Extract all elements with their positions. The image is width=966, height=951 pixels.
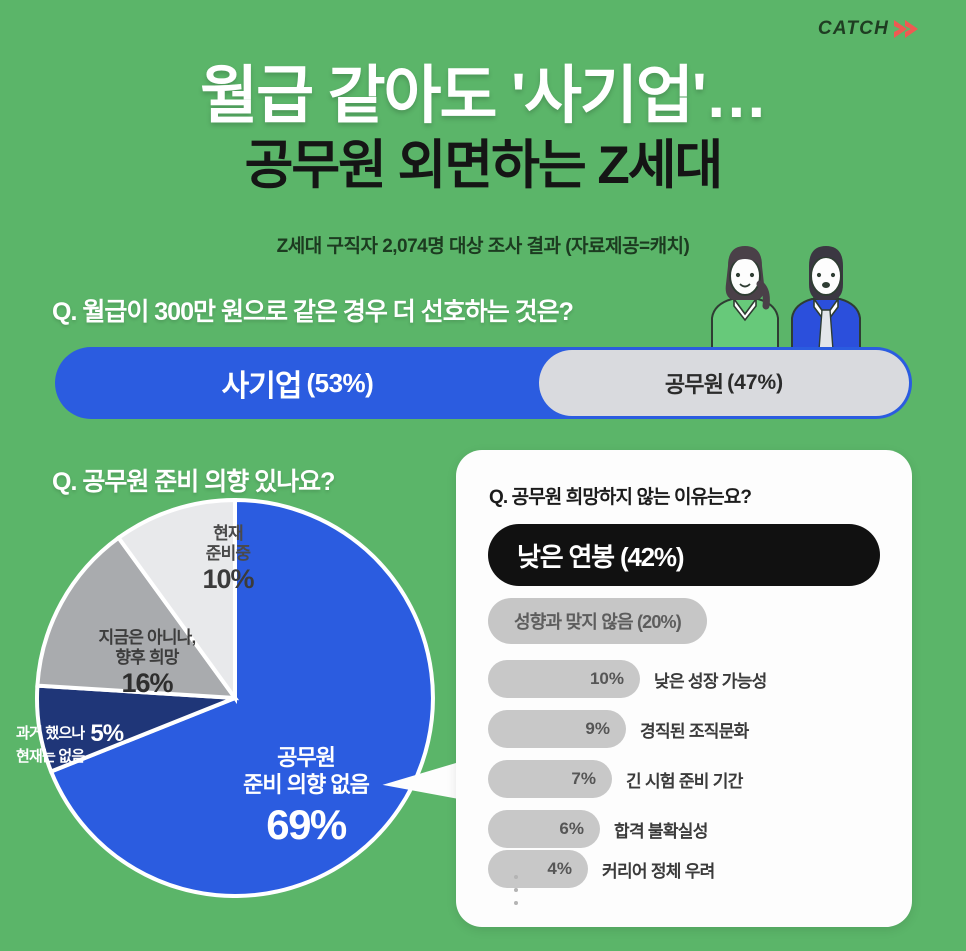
reason-item-1-text: 낮은 연봉 (42%) bbox=[517, 537, 685, 574]
reason-item-7-label: 커리어 정체 우려 bbox=[602, 861, 715, 881]
reasons-card: Q. 공무원 희망하지 않는 이유는요? 낮은 연봉 (42%) 성향과 맞지 … bbox=[456, 450, 912, 927]
reason-item-4-percent: 9% bbox=[585, 719, 610, 738]
bar-segment-private-label: 사기업 bbox=[221, 370, 303, 403]
question-1-text: Q. 월급이 300만 원으로 같은 경우 더 선호하는 것은? bbox=[52, 298, 574, 326]
headline-line-1: 월급 같아도 '사기업'… bbox=[200, 61, 768, 131]
reason-item-1-label: 낮은 연봉 bbox=[517, 541, 615, 572]
reason-item-4-label: 경직된 조직문화 bbox=[640, 721, 749, 741]
reason-item-5-label: 긴 시험 준비 기간 bbox=[626, 771, 743, 791]
reason-item-7-pill: 4% bbox=[488, 850, 588, 888]
pie-slice-preparing-now bbox=[115, 498, 237, 705]
reason-item-3: 10% 낮은 성장 가능성 bbox=[488, 660, 767, 698]
reason-item-2-text: 성향과 맞지 않음 (20%) bbox=[514, 608, 682, 634]
intention-pie-chart bbox=[35, 498, 435, 898]
bar-segment-public-label: 공무원 bbox=[664, 372, 724, 397]
question-3-text: Q. 공무원 희망하지 않는 이유는요? bbox=[489, 487, 752, 508]
bar-segment-public: 공무원 (47%) bbox=[539, 350, 909, 416]
reason-item-2: 성향과 맞지 않음 (20%) bbox=[488, 598, 707, 644]
woman-green-blazer bbox=[711, 246, 779, 350]
reason-item-6-pill: 6% bbox=[488, 810, 600, 848]
bar-segment-private: 사기업 (53%) bbox=[55, 347, 540, 419]
pie-slice-no-intention bbox=[48, 498, 435, 898]
reason-item-3-percent: 10% bbox=[589, 669, 624, 688]
play-arrow-icon bbox=[894, 20, 918, 38]
headline-line-2: 공무원 외면하는 Z세대 bbox=[244, 136, 724, 196]
reason-item-1-percent: (42%) bbox=[619, 541, 685, 572]
reason-item-2-percent: (20%) bbox=[636, 612, 682, 632]
catch-logo[interactable]: CATCH bbox=[818, 18, 918, 40]
reason-item-3-pill: 10% bbox=[488, 660, 640, 698]
reason-item-5-percent: 7% bbox=[571, 769, 596, 788]
man-blue-suit-tie bbox=[791, 246, 861, 350]
reason-item-4-pill: 9% bbox=[488, 710, 626, 748]
reason-item-1: 낮은 연봉 (42%) bbox=[488, 524, 880, 586]
reason-item-2-label: 성향과 맞지 않음 bbox=[514, 612, 634, 632]
catch-logo-text: CATCH bbox=[817, 18, 889, 39]
reason-item-3-label: 낮은 성장 가능성 bbox=[654, 671, 767, 691]
headline-block: 월급 같아도 '사기업'… 공무원 외면하는 Z세대 bbox=[0, 62, 966, 195]
reason-item-5: 7% 긴 시험 준비 기간 bbox=[488, 760, 743, 798]
reason-item-6-label: 합격 불확실성 bbox=[614, 821, 708, 841]
reason-item-4: 9% 경직된 조직문화 bbox=[488, 710, 749, 748]
reason-item-6-percent: 6% bbox=[559, 819, 584, 838]
more-items-ellipsis-icon bbox=[514, 875, 518, 914]
reason-item-7: 4% 커리어 정체 우려 bbox=[488, 850, 715, 888]
bar-segment-public-percent: (47%) bbox=[727, 371, 784, 394]
reason-item-6: 6% 합격 불확실성 bbox=[488, 810, 708, 848]
bar-segment-private-percent: (53%) bbox=[306, 367, 374, 398]
reason-item-5-pill: 7% bbox=[488, 760, 612, 798]
question-2-text: Q. 공무원 준비 의향 있나요? bbox=[52, 468, 335, 496]
two-office-workers-illustration bbox=[711, 246, 861, 350]
survey-subtitle: Z세대 구직자 2,074명 대상 조사 결과 (자료제공=캐치) bbox=[276, 236, 690, 257]
pie-slice-future-hope bbox=[35, 535, 240, 701]
preference-bar-chart: 사기업 (53%) 공무원 (47%) bbox=[55, 347, 912, 419]
reason-item-7-percent: 4% bbox=[547, 859, 572, 878]
